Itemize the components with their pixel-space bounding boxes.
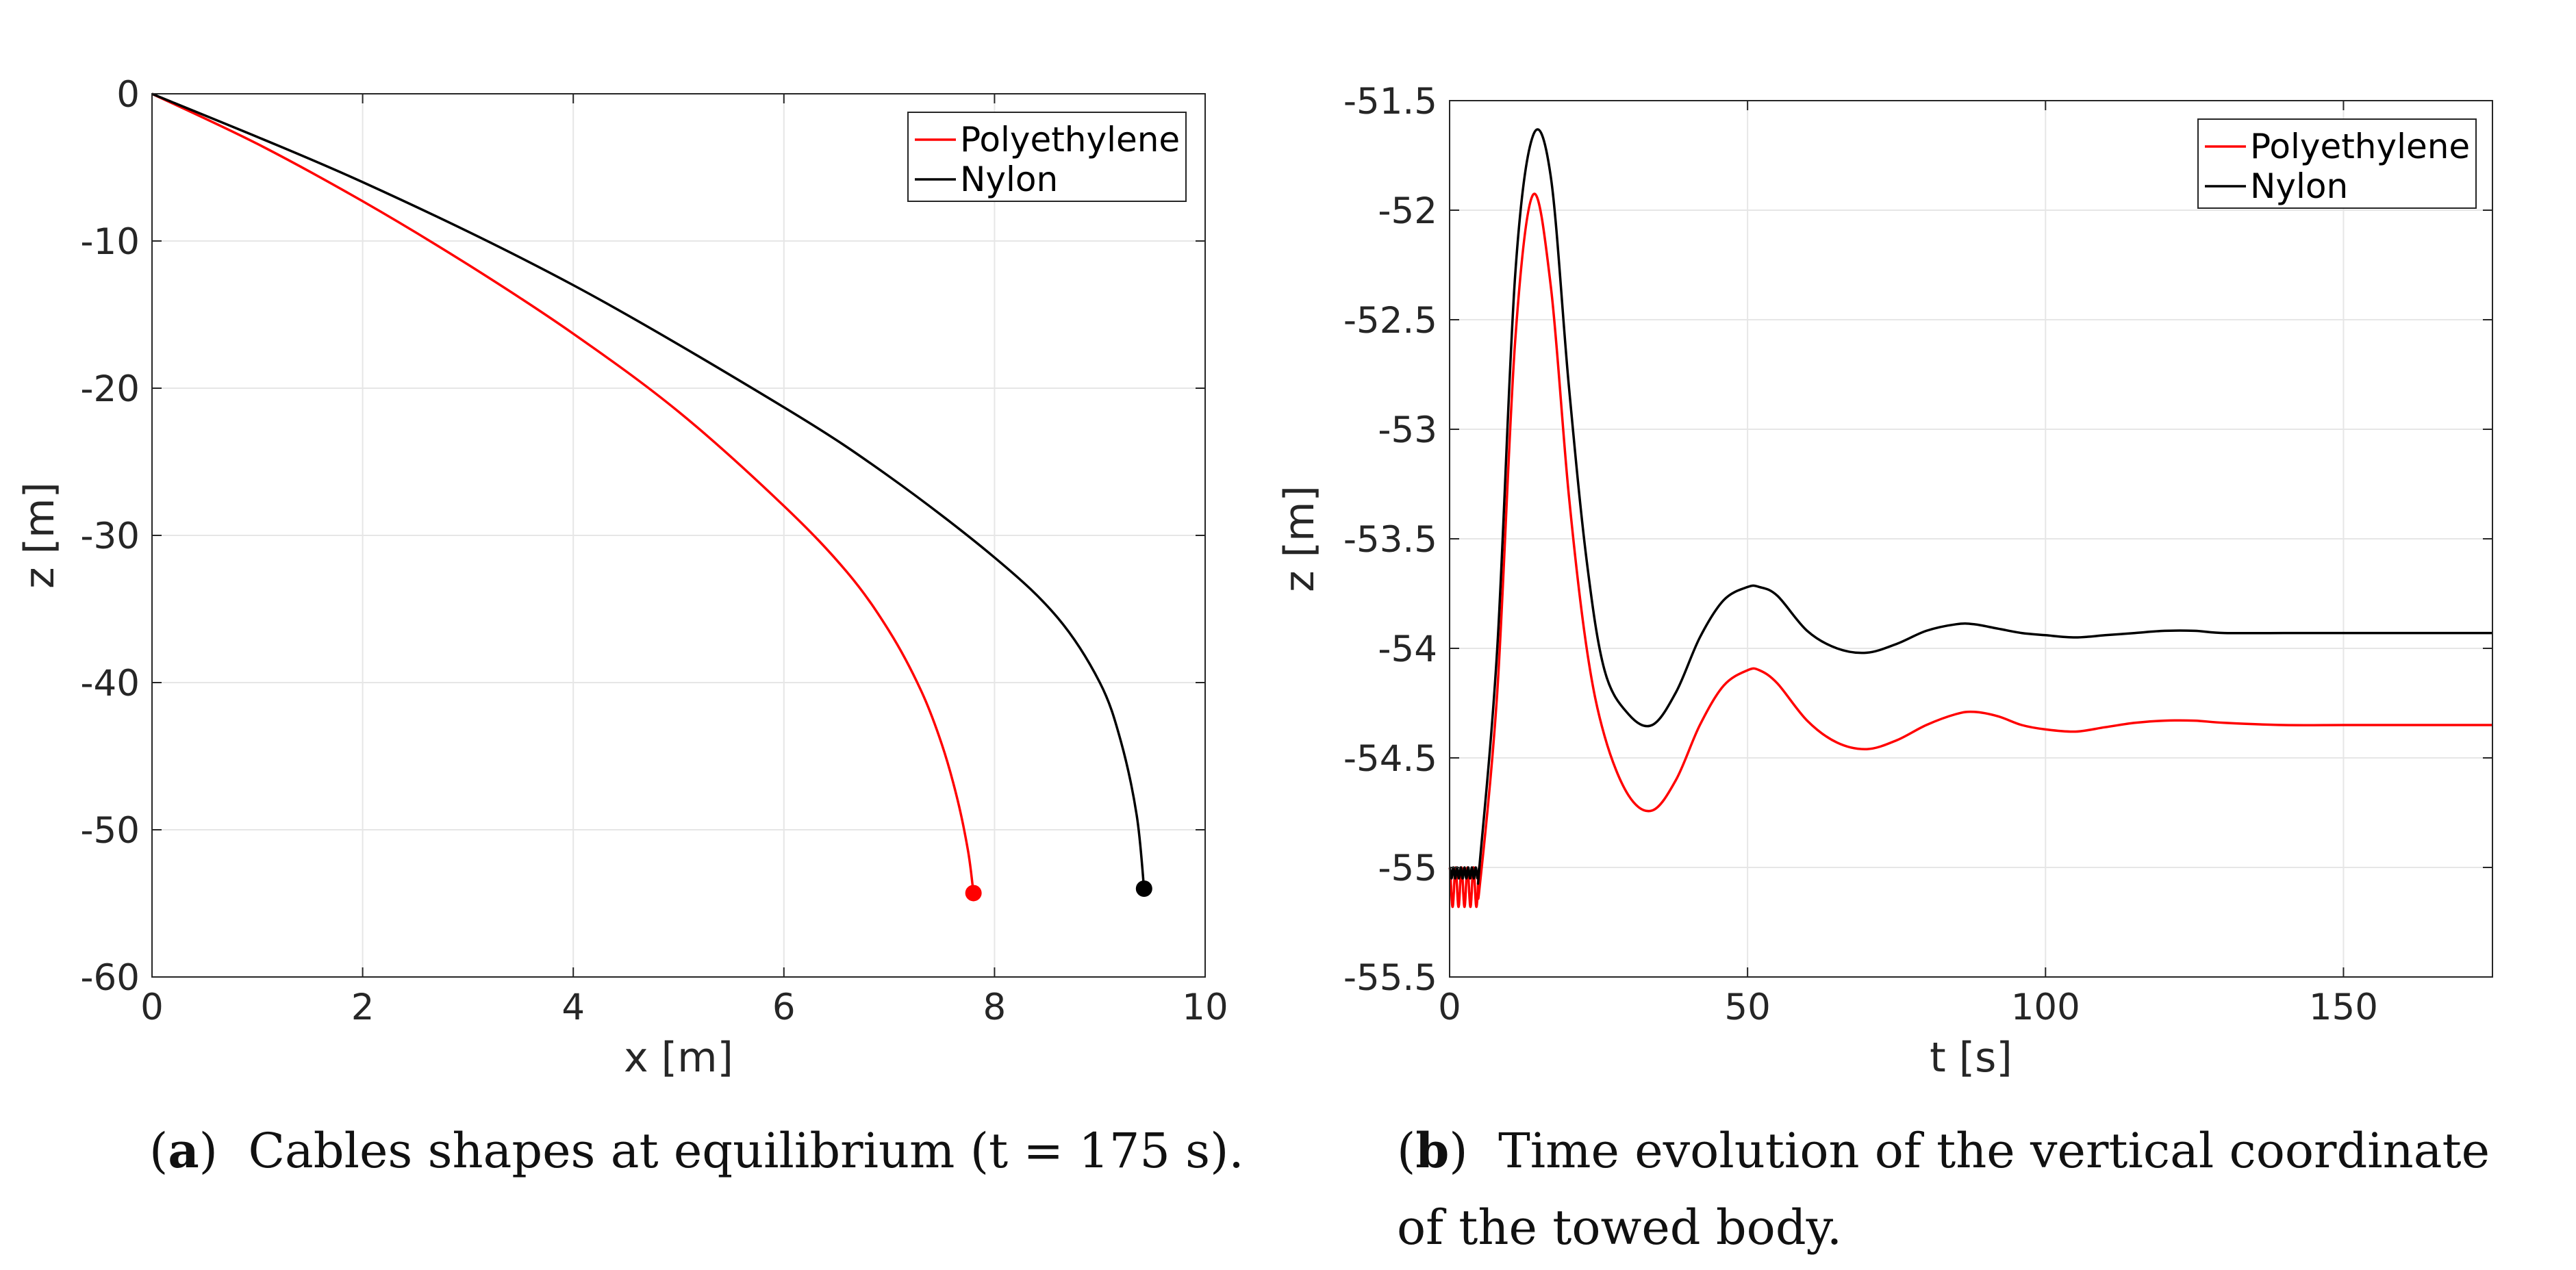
caption-a-text: Cables shapes at equilibrium (t = 175 s)… xyxy=(248,1123,1244,1179)
end-marker-nylon xyxy=(1135,880,1152,897)
x-tick-label: 6 xyxy=(772,987,796,1028)
chart-panel-b: 0 50 100 150 -51.5 -52 -52.5 -53 -53.5 -54 -54.5 -5… xyxy=(1276,81,2493,1082)
end-marker-polyethylene xyxy=(965,885,982,902)
x-tick-label: 100 xyxy=(2011,987,2080,1028)
y-tick-label: -51.5 xyxy=(1343,81,1437,123)
series-line-nylon xyxy=(1448,128,2492,885)
x-tick-label: 2 xyxy=(351,987,375,1028)
y-tick-label: -30 xyxy=(80,516,140,557)
legend-box xyxy=(907,112,1187,202)
y-tick-label: -40 xyxy=(80,663,140,704)
y-tick-label: -20 xyxy=(80,368,140,410)
legend-label-polyethylene: Polyethylene xyxy=(2250,127,2470,166)
legend-label-polyethylene: Polyethylene xyxy=(960,120,1180,160)
caption-b-label: b xyxy=(1415,1122,1450,1179)
caption-b-line2: of the towed body. xyxy=(1397,1199,1843,1256)
y-tick-label: -54.5 xyxy=(1343,738,1437,780)
x-tick-label: 150 xyxy=(2309,987,2378,1028)
x-axis-label: t [s] xyxy=(1930,1034,2012,1082)
x-axis-label: x [m] xyxy=(624,1034,733,1082)
y-axis-label: z [m] xyxy=(1276,485,1324,592)
x-tick-label: 8 xyxy=(983,987,1007,1028)
caption-a-label: a xyxy=(168,1122,199,1179)
y-tick-label: -53 xyxy=(1378,409,1437,451)
y-tick-label: -55 xyxy=(1378,848,1437,889)
y-tick-label: -55.5 xyxy=(1343,957,1437,999)
x-tick-label: 0 xyxy=(1438,987,1461,1028)
y-tick-label: -52.5 xyxy=(1343,300,1437,342)
legend-label-nylon: Nylon xyxy=(2250,166,2348,206)
legend-label-nylon: Nylon xyxy=(960,160,1058,199)
series-line-nylon xyxy=(151,92,1146,889)
legend-box xyxy=(2197,118,2477,209)
caption-a: (a) Cables shapes at equilibrium (t = 17… xyxy=(149,1122,1244,1179)
y-tick-label: 0 xyxy=(116,74,140,116)
chart-panel-a: 0 2 4 6 8 10 0 -10 -20 -30 -40 -50 -60 x [m] z [m] Poly… xyxy=(16,74,1228,1082)
y-tick-label: -10 xyxy=(80,221,140,263)
x-tick-label: 10 xyxy=(1182,987,1228,1028)
x-tick-label: 50 xyxy=(1724,987,1770,1028)
y-tick-label: -50 xyxy=(80,810,140,852)
caption-b-line1: Time evolution of the vertical coordinat… xyxy=(1498,1123,2490,1179)
caption-b: (b) Time evolution of the vertical coord… xyxy=(1397,1122,2490,1256)
y-tick-label: -60 xyxy=(80,957,140,999)
y-axis-label: z [m] xyxy=(16,482,64,589)
y-tick-label: -52 xyxy=(1378,190,1437,232)
series-line-polyethylene xyxy=(151,92,975,893)
x-tick-label: 0 xyxy=(140,987,164,1028)
x-tick-label: 4 xyxy=(561,987,585,1028)
y-tick-label: -54 xyxy=(1378,628,1437,670)
y-tick-label: -53.5 xyxy=(1343,519,1437,561)
